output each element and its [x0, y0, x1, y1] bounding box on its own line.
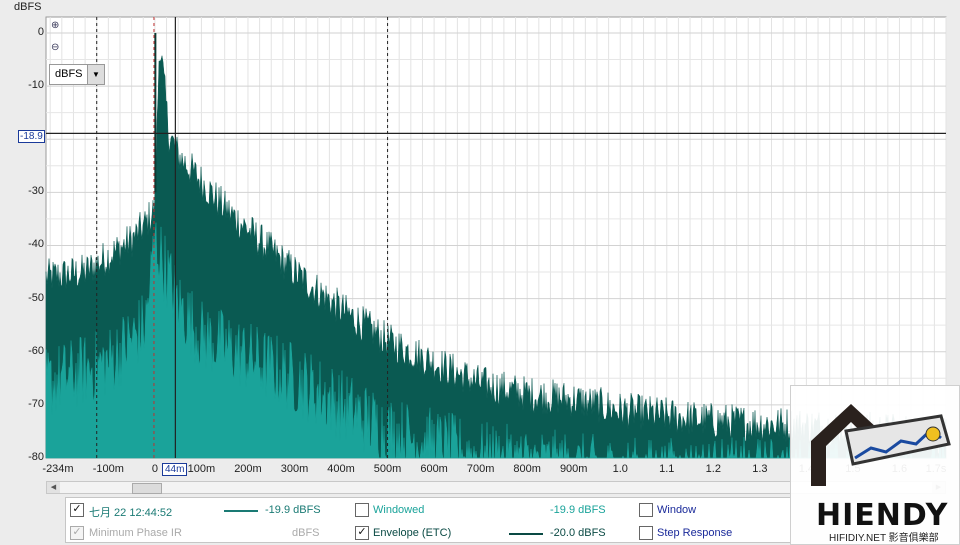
y-tick-label: -30	[28, 185, 44, 198]
scroll-left-icon[interactable]: ◀	[47, 482, 60, 493]
x-tick-label: 900m	[559, 463, 588, 475]
trace-value: -19.9 dBFS	[265, 504, 321, 516]
x-tick-label: 500m	[373, 463, 402, 475]
x-tick-label: 700m	[466, 463, 495, 475]
y-tick-label: -60	[28, 344, 44, 357]
logo-brand: HIENDY	[816, 498, 949, 533]
logo-subtitle: HIFIDIY.NET 影音俱樂部	[829, 533, 939, 544]
window-checkbox[interactable]	[639, 503, 653, 517]
y-tick-label: -50	[28, 291, 44, 304]
y-tick-label: -10	[28, 79, 44, 92]
zoom-in-icon[interactable]: ⊕	[51, 20, 60, 31]
x-tick-label: 200m	[234, 463, 262, 475]
x-tick-label: 100m	[187, 463, 216, 475]
horizontal-scrollbar[interactable]: ◀ ▶	[46, 481, 946, 494]
legend-panel: ✓ 七月 22 12:44:52 -19.9 dBFS Windowed -19…	[65, 497, 791, 543]
cursor-x-readout[interactable]: 44m	[162, 463, 188, 476]
minphase-checkbox[interactable]: ✓	[70, 526, 84, 540]
x-tick-label: 400m	[327, 463, 355, 475]
y-tick-label: 0	[37, 25, 44, 38]
zoom-out-icon[interactable]: ⊖	[51, 42, 60, 53]
minphase-value: dBFS	[292, 527, 320, 539]
windowed-checkbox[interactable]	[355, 503, 369, 517]
chevron-down-icon[interactable]: ▼	[87, 65, 104, 84]
x-tick-label: 800m	[513, 463, 541, 475]
house-logo-icon	[811, 404, 951, 486]
envelope-line-swatch	[509, 533, 543, 535]
trace-line-swatch	[224, 510, 258, 512]
unit-select-value: dBFS	[55, 68, 83, 80]
x-tick-label: 1.0	[612, 463, 628, 475]
cursor-y-readout[interactable]: -18.9	[18, 130, 45, 143]
y-tick-label: -80	[28, 451, 44, 463]
minphase-label: Minimum Phase IR	[89, 527, 182, 539]
envelope-checkbox[interactable]: ✓	[355, 526, 369, 540]
scroll-thumb[interactable]	[132, 483, 162, 494]
watermark-logo: HIENDY HIFIDIY.NET 影音俱樂部	[790, 385, 960, 545]
x-tick-label: 1.1	[659, 463, 675, 475]
trace-label: 七月 22 12:44:52	[89, 507, 173, 519]
x-tick-label: 600m	[420, 463, 448, 475]
trace-checkbox[interactable]: ✓	[70, 503, 84, 517]
x-tick-label: 1.3	[752, 463, 768, 475]
x-tick-label: 0	[151, 463, 158, 475]
y-tick-label: -40	[28, 238, 44, 251]
windowed-value: -19.9 dBFS	[550, 504, 606, 516]
y-tick-label: -70	[28, 397, 44, 410]
windowed-label: Windowed	[373, 504, 425, 516]
window-label: Window	[657, 504, 697, 516]
step-response-checkbox[interactable]	[639, 526, 653, 540]
step-response-label: Step Response	[657, 527, 733, 539]
x-tick-label: -234m	[42, 463, 74, 475]
x-tick-label: 1.2	[705, 463, 721, 475]
x-tick-label: 300m	[280, 463, 309, 475]
envelope-label: Envelope (ETC)	[373, 527, 452, 539]
envelope-value: -20.0 dBFS	[550, 527, 606, 539]
y-axis-unit-label: dBFS	[14, 1, 42, 13]
unit-select[interactable]: dBFS ▼	[49, 64, 105, 85]
x-tick-label: -100m	[92, 463, 124, 475]
